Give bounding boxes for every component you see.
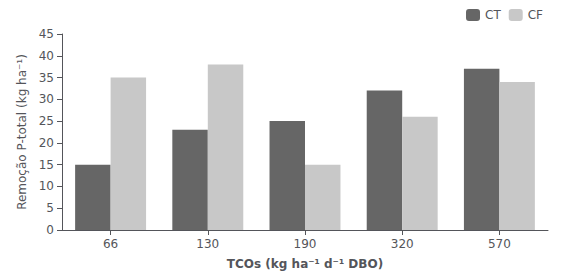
svg-text:10: 10 xyxy=(39,179,54,193)
svg-text:0: 0 xyxy=(46,223,54,237)
svg-text:5: 5 xyxy=(46,201,54,215)
svg-text:Remoção P-total (kg ha⁻¹): Remoção P-total (kg ha⁻¹) xyxy=(15,54,29,210)
svg-text:25: 25 xyxy=(39,114,54,128)
svg-text:190: 190 xyxy=(294,237,317,251)
svg-text:TCOs (kg ha⁻¹ d⁻¹ DBO): TCOs (kg ha⁻¹ d⁻¹ DBO) xyxy=(227,257,383,271)
svg-text:66: 66 xyxy=(103,237,118,251)
svg-text:35: 35 xyxy=(39,71,54,85)
svg-text:570: 570 xyxy=(488,237,511,251)
svg-text:45: 45 xyxy=(39,27,54,41)
svg-text:15: 15 xyxy=(39,158,54,172)
svg-text:20: 20 xyxy=(39,136,54,150)
svg-text:30: 30 xyxy=(39,92,54,106)
svg-text:CT: CT xyxy=(485,8,501,22)
svg-text:130: 130 xyxy=(196,237,219,251)
svg-text:320: 320 xyxy=(391,237,414,251)
svg-text:CF: CF xyxy=(528,8,543,22)
svg-text:40: 40 xyxy=(39,49,54,63)
